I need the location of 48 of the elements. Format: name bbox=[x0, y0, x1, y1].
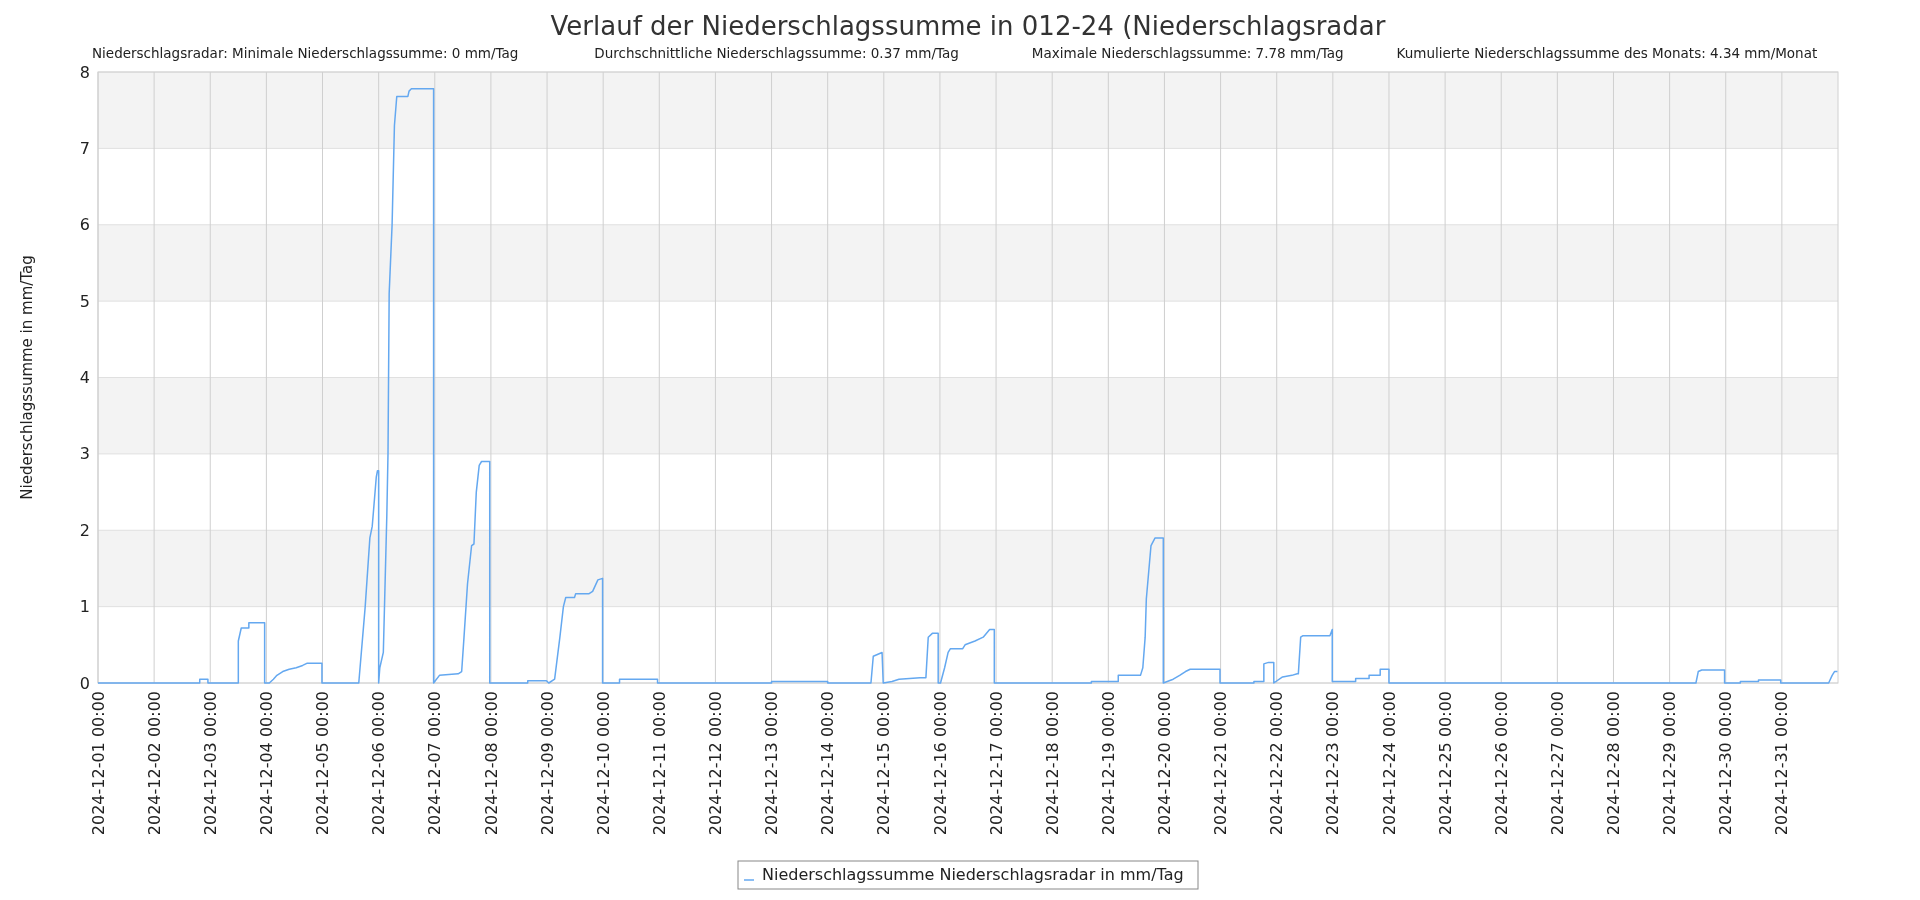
y-tick-label: 2 bbox=[79, 520, 90, 540]
legend-label: Niederschlagssumme Niederschlagsradar in mm/Tag bbox=[762, 865, 1184, 884]
x-tick-label: 2024-12-18 00:00 bbox=[1042, 691, 1062, 836]
y-tick-label: 8 bbox=[79, 62, 90, 82]
x-tick-label: 2024-12-14 00:00 bbox=[818, 691, 838, 836]
x-tick-label: 2024-12-23 00:00 bbox=[1323, 691, 1343, 836]
x-tick-label: 2024-12-04 00:00 bbox=[256, 691, 276, 836]
x-tick-label: 2024-12-27 00:00 bbox=[1547, 691, 1567, 836]
chart-title: Verlauf der Niederschlagssumme in 012-24 (Niederschlagsradar bbox=[550, 11, 1386, 41]
x-tick-label: 2024-12-28 00:00 bbox=[1604, 691, 1624, 836]
x-tick-label: 2024-12-19 00:00 bbox=[1098, 691, 1118, 836]
x-tick-label: 2024-12-01 00:00 bbox=[88, 691, 108, 836]
x-tick-label: 2024-12-30 00:00 bbox=[1716, 691, 1736, 836]
x-tick-label: 2024-12-10 00:00 bbox=[593, 691, 613, 836]
text: Maximale Niederschlagssumme: 7.78 mm/Tag bbox=[1031, 45, 1344, 61]
x-tick-label: 2024-12-13 00:00 bbox=[762, 691, 782, 836]
y-tick-label: 4 bbox=[79, 368, 90, 388]
text: Kumulierte Niederschlagssumme des Monats: 4.34 mm/Monat bbox=[1396, 45, 1818, 61]
x-tick-label: 2024-12-09 00:00 bbox=[537, 691, 557, 836]
y-tick-label: 1 bbox=[79, 597, 90, 617]
x-tick-label: 2024-12-20 00:00 bbox=[1155, 691, 1175, 836]
y-tick-label: 7 bbox=[79, 138, 90, 158]
text: Niederschlagsradar: Minimale Niederschlagssumme: 0 mm/Tag bbox=[92, 45, 519, 61]
text: Durchschnittliche Niederschlagssumme: 0.37 mm/Tag bbox=[594, 45, 959, 61]
y-tick-label: 3 bbox=[79, 444, 90, 464]
x-tick-label: 2024-12-16 00:00 bbox=[930, 691, 950, 836]
x-tick-label: 2024-12-03 00:00 bbox=[200, 691, 220, 836]
x-tick-label: 2024-12-05 00:00 bbox=[313, 691, 333, 836]
x-tick-label: 2024-12-29 00:00 bbox=[1660, 691, 1680, 836]
x-tick-label: 2024-12-22 00:00 bbox=[1267, 691, 1287, 836]
x-tick-label: 2024-12-31 00:00 bbox=[1772, 691, 1792, 836]
x-tick-label: 2024-12-12 00:00 bbox=[706, 691, 726, 836]
x-tick-label: 2024-12-17 00:00 bbox=[986, 691, 1006, 836]
y-tick-label: 0 bbox=[79, 673, 90, 693]
x-tick-label: 2024-12-02 00:00 bbox=[144, 691, 164, 836]
y-axis-title: Niederschlagssumme in mm/Tag bbox=[18, 255, 36, 500]
y-tick-label: 5 bbox=[79, 291, 90, 311]
line-series bbox=[97, 88, 1839, 684]
x-tick-label: 2024-12-21 00:00 bbox=[1211, 691, 1231, 836]
y-tick-label: 6 bbox=[79, 215, 90, 235]
x-tick-label: 2024-12-25 00:00 bbox=[1435, 691, 1455, 836]
x-tick-label: 2024-12-26 00:00 bbox=[1491, 691, 1511, 836]
x-tick-label: 2024-12-08 00:00 bbox=[481, 691, 501, 836]
x-tick-label: 2024-12-07 00:00 bbox=[425, 691, 445, 836]
x-tick-label: 2024-12-06 00:00 bbox=[369, 691, 389, 836]
x-tick-label: 2024-12-24 00:00 bbox=[1379, 691, 1399, 836]
x-tick-label: 2024-12-15 00:00 bbox=[874, 691, 894, 836]
x-tick-label: 2024-12-11 00:00 bbox=[649, 691, 669, 836]
